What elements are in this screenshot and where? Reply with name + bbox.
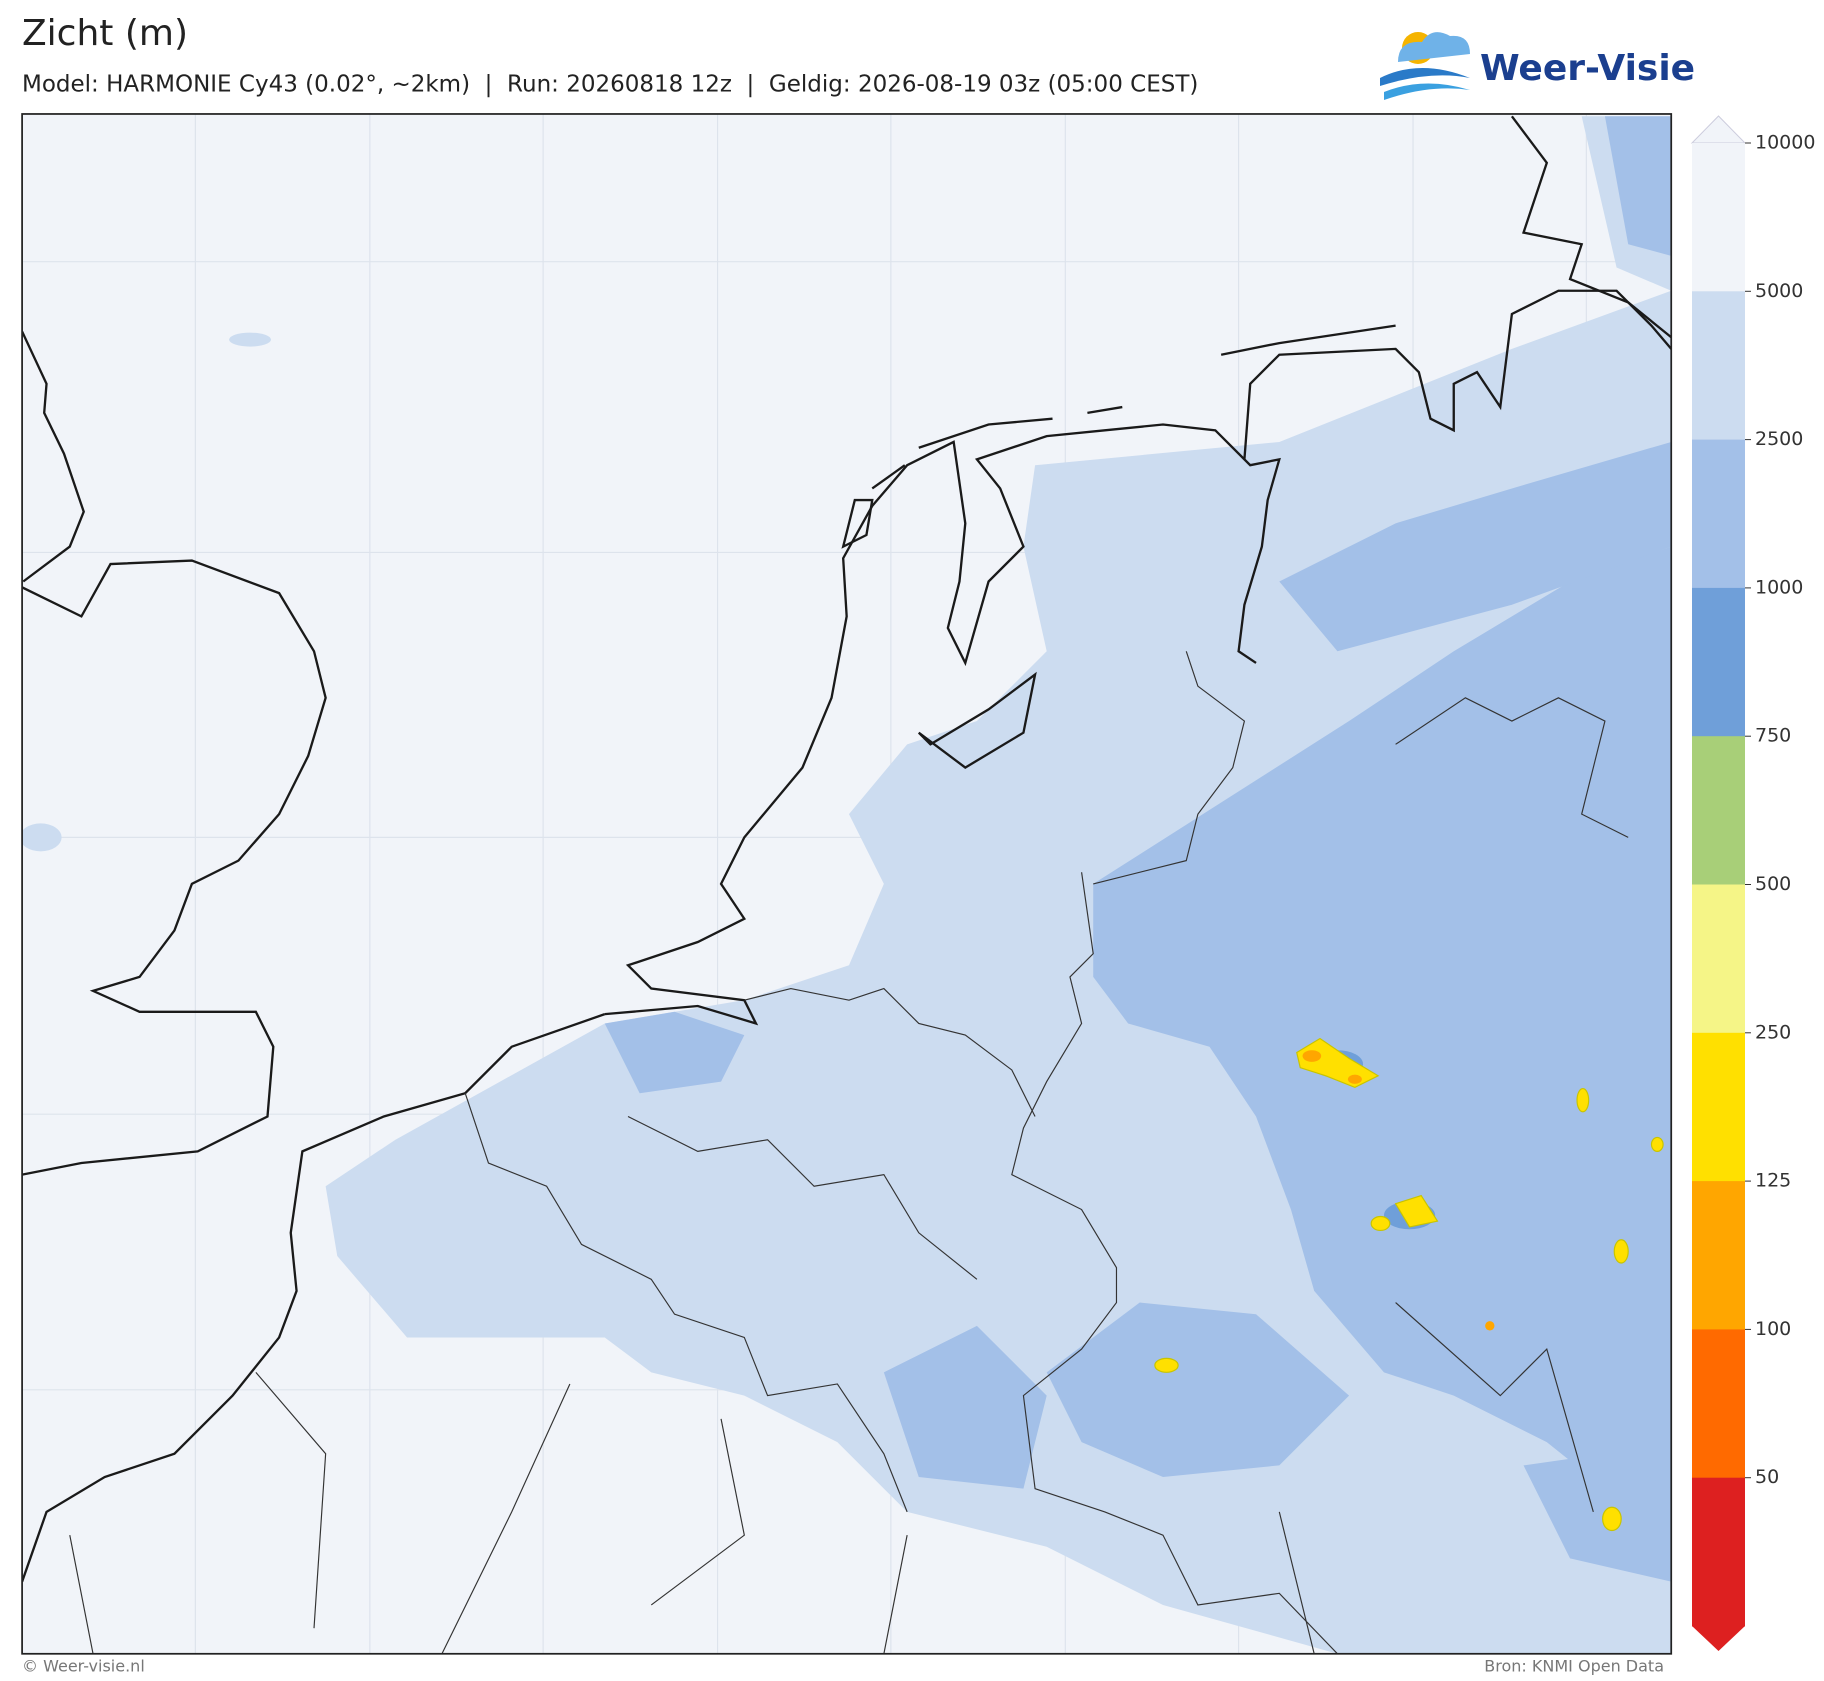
colorbar-segment xyxy=(1692,1032,1745,1182)
colorbar-extend-top xyxy=(1690,115,1747,144)
colorbar-segment xyxy=(1692,736,1745,885)
colorbar-tick-label: 100 xyxy=(1755,1318,1791,1340)
colorbar-segment xyxy=(1692,587,1745,737)
colorbar-segment xyxy=(1692,1477,1745,1627)
colorbar-tick-label: 500 xyxy=(1755,873,1791,895)
colorbar-extend-bottom xyxy=(1692,1626,1745,1651)
colorbar: 10000 5000 2500 1000 750 500 250 125 100 50 xyxy=(1690,115,1815,1651)
subtitle: Model: HARMONIE Cy43 (0.02°, ~2km) | Run… xyxy=(22,72,1198,98)
colorbar-tick-label: 10000 xyxy=(1755,132,1815,154)
colorbar-tick-label: 50 xyxy=(1755,1466,1779,1488)
logo-text: Weer-Visie xyxy=(1480,48,1695,89)
title: Zicht (m) xyxy=(22,13,188,54)
colorbar-segment xyxy=(1692,439,1745,589)
colorbar-tick-label: 750 xyxy=(1755,725,1791,747)
logo: Weer-Visie xyxy=(1380,32,1695,100)
colorbar-tick-label: 125 xyxy=(1755,1170,1791,1192)
footer-left: © Weer-visie.nl xyxy=(22,1657,145,1676)
footer-right: Bron: KNMI Open Data xyxy=(1484,1657,1664,1676)
colorbar-segment xyxy=(1692,291,1745,441)
colorbar-segment xyxy=(1692,1181,1745,1330)
colorbar-tick-label: 250 xyxy=(1755,1021,1791,1043)
colorbar-tick-label: 2500 xyxy=(1755,428,1803,450)
colorbar-segment xyxy=(1692,884,1745,1034)
colorbar-segment xyxy=(1692,1329,1745,1479)
colorbar-segment xyxy=(1692,143,1745,292)
colorbar-tick-label: 5000 xyxy=(1755,280,1803,302)
colorbar-tick-label: 1000 xyxy=(1755,576,1803,598)
map xyxy=(21,113,1673,1655)
